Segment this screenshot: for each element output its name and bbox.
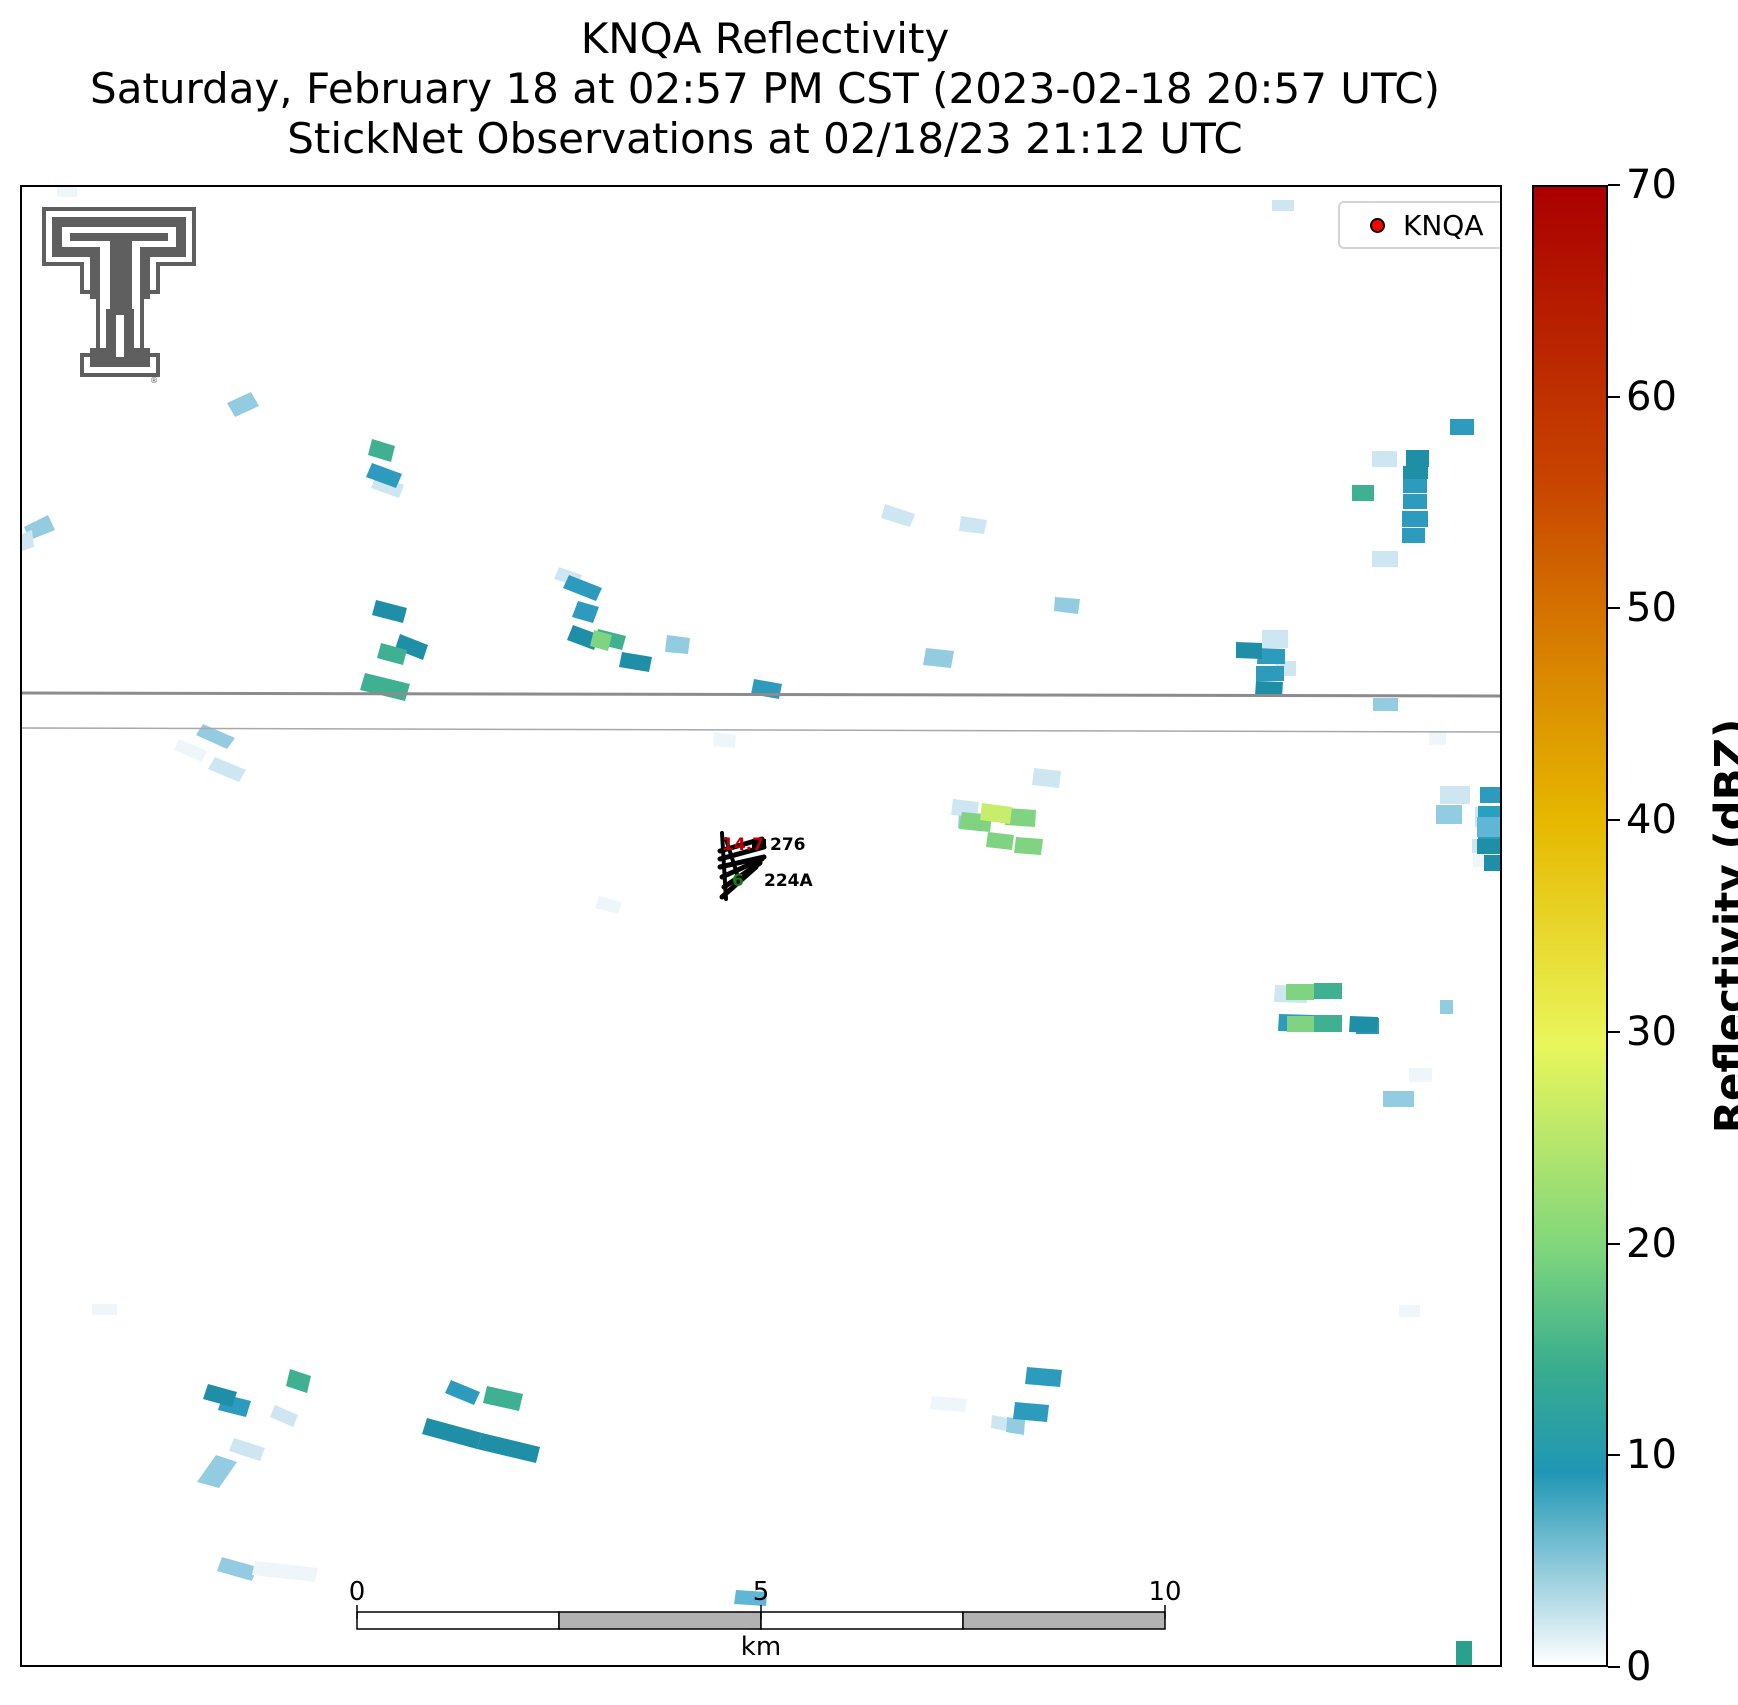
station-dewpoint: 6 bbox=[732, 871, 744, 891]
map-legend: KNQA bbox=[1338, 201, 1500, 249]
station-temperature: 14.7 bbox=[722, 835, 764, 855]
station-id-upper: 276 bbox=[770, 835, 806, 855]
scale-tick-5: 5 bbox=[753, 1577, 770, 1607]
station-id-lower: 224A bbox=[764, 871, 813, 891]
colorbar-tick-label: 50 bbox=[1626, 585, 1677, 632]
scale-unit: km bbox=[741, 1632, 781, 1662]
colorbar-tick-label: 10 bbox=[1626, 1432, 1677, 1479]
sticknet-station-wind-barbs bbox=[717, 831, 767, 901]
boundary-line-secondary bbox=[22, 727, 1500, 733]
colorbar-tick-mark bbox=[1608, 395, 1620, 398]
colorbar-tick-mark bbox=[1608, 1030, 1620, 1033]
reflectivity-colorbar bbox=[1532, 185, 1608, 1667]
colorbar-tick-label: 30 bbox=[1626, 1008, 1677, 1055]
colorbar-tick-mark bbox=[1608, 1666, 1620, 1668]
colorbar-tick-label: 40 bbox=[1626, 797, 1677, 844]
reflectivity-gates bbox=[22, 187, 1500, 1665]
colorbar-tick-mark bbox=[1608, 1242, 1620, 1245]
radar-map: ® 14.7 276 6 224A 0 5 bbox=[20, 185, 1502, 1667]
boundary-line-primary bbox=[22, 691, 1500, 698]
plot-subtitle-observations: StickNet Observations at 02/18/23 21:12 … bbox=[287, 114, 1243, 163]
colorbar-tick-label: 0 bbox=[1626, 1644, 1652, 1690]
legend-label: KNQA bbox=[1403, 208, 1484, 242]
colorbar-tick-mark bbox=[1608, 607, 1620, 610]
plot-title: KNQA Reflectivity bbox=[580, 14, 950, 63]
scale-bar: 0 5 10 km bbox=[349, 1577, 1182, 1662]
colorbar-label: Reflectivity (dBZ) bbox=[1705, 718, 1738, 1134]
svg-text:®: ® bbox=[150, 376, 158, 385]
colorbar-tick-label: 70 bbox=[1626, 162, 1677, 208]
radar-map-canvas: ® 14.7 276 6 224A 0 5 bbox=[22, 187, 1500, 1665]
colorbar-tick-mark bbox=[1608, 1454, 1620, 1457]
colorbar-tick-mark bbox=[1608, 184, 1620, 186]
scale-tick-0: 0 bbox=[349, 1577, 366, 1607]
scale-tick-10: 10 bbox=[1148, 1577, 1181, 1607]
colorbar-tick-mark bbox=[1608, 819, 1620, 822]
colorbar-tick-label: 60 bbox=[1626, 373, 1677, 420]
radar-site-marker-icon bbox=[1370, 217, 1385, 233]
texas-tech-double-t-logo: ® bbox=[42, 207, 196, 385]
colorbar-tick-label: 20 bbox=[1626, 1220, 1677, 1267]
plot-subtitle-time: Saturday, February 18 at 02:57 PM CST (2… bbox=[90, 64, 1440, 113]
